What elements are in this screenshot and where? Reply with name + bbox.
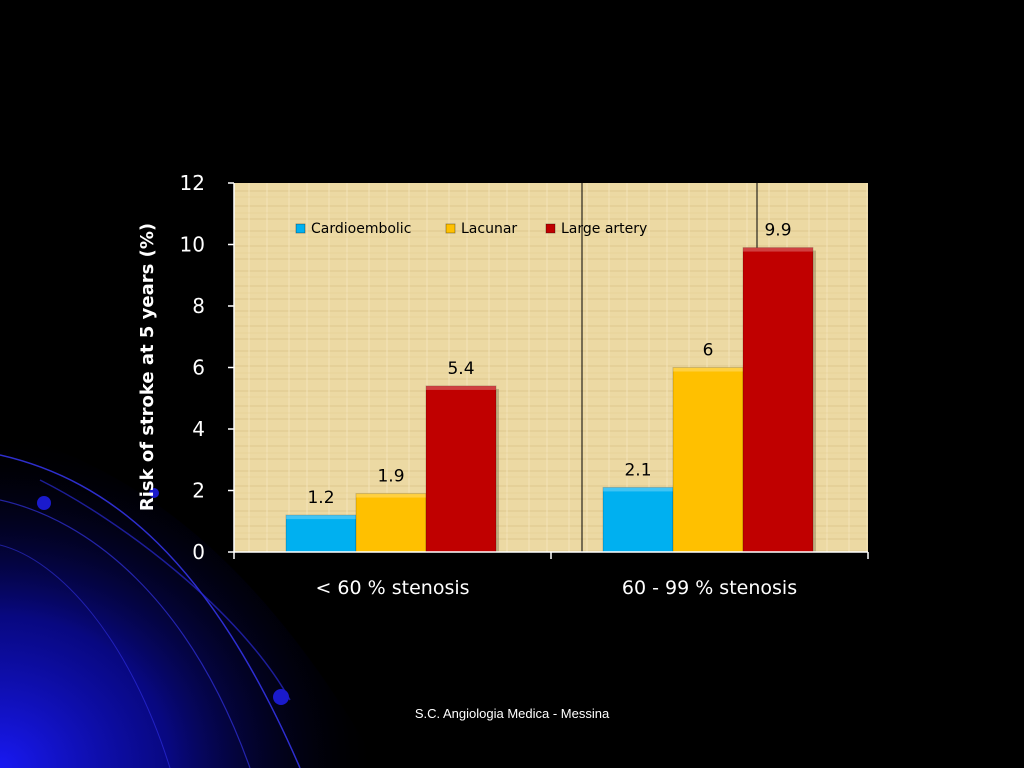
y-tick-label: 10 [180, 233, 205, 257]
y-tick-label: 0 [192, 540, 205, 564]
slide-footer: S.C. Angiologia Medica - Messina [414, 706, 610, 721]
bar [285, 514, 357, 553]
bar [742, 247, 814, 553]
decorative-dot [149, 488, 159, 498]
bar-highlight [286, 515, 356, 520]
bar [602, 486, 674, 553]
data-label: 5.4 [447, 359, 474, 379]
y-tick-label: 6 [192, 356, 205, 380]
data-label: 1.9 [377, 467, 404, 487]
bar-highlight [603, 487, 673, 492]
data-label: 9.9 [764, 221, 791, 241]
legend-swatch [445, 223, 456, 234]
bar [355, 493, 427, 553]
y-tick-label: 8 [192, 294, 205, 318]
legend-swatch [295, 223, 306, 234]
y-axis-label: Risk of stroke at 5 years (%) [137, 223, 158, 511]
legend-swatch [545, 223, 556, 234]
decorative-dot [37, 496, 51, 510]
data-label: 6 [703, 341, 714, 361]
bar-highlight [426, 385, 496, 390]
x-tick-label: < 60 % stenosis [315, 577, 469, 599]
y-tick-label: 4 [192, 417, 205, 441]
bar-highlight [673, 367, 743, 372]
data-label: 1.2 [307, 488, 334, 508]
x-tick-label: 60 - 99 % stenosis [622, 577, 797, 599]
bar-highlight [743, 247, 813, 252]
y-tick-label: 12 [180, 171, 205, 195]
legend-label: Cardioembolic [311, 221, 411, 237]
bar [672, 367, 744, 553]
bar [425, 385, 497, 553]
decorative-dot [273, 689, 289, 705]
bar-highlight [356, 493, 426, 498]
legend-label: Lacunar [461, 221, 517, 237]
data-label: 2.1 [624, 460, 651, 480]
y-tick-label: 2 [192, 479, 205, 503]
legend-label: Large artery [561, 221, 647, 237]
